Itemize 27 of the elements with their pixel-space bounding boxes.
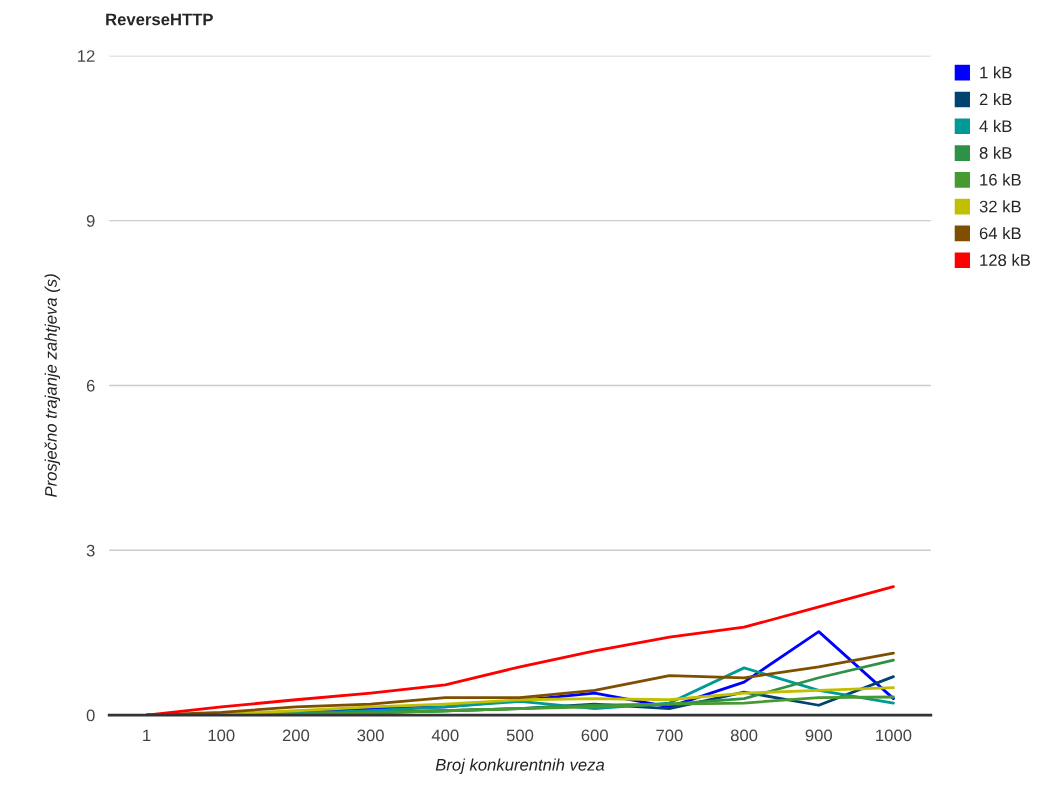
- legend-label: 2 kB: [979, 93, 1012, 106]
- legend-label: 16 kB: [980, 173, 1021, 186]
- x-tick-label: 100: [208, 729, 235, 742]
- x-tick-label: 400: [431, 729, 459, 742]
- x-tick-label: 1000: [876, 729, 912, 742]
- x-tick-label: 900: [805, 729, 833, 742]
- legend-label: 4 kB: [979, 119, 1012, 132]
- x-tick-label: 700: [656, 729, 683, 742]
- x-tick-label: 200: [282, 729, 310, 742]
- x-axis-title: Broj konkurentnih veza: [435, 758, 605, 774]
- x-tick-label: 600: [581, 729, 608, 742]
- x-tick-label: 1: [143, 729, 151, 742]
- y-tick-label: 6: [86, 379, 95, 392]
- y-axis-title: Prosječno trajanje zahtjeva (s): [44, 274, 61, 497]
- y-tick-label: 12: [78, 50, 95, 62]
- legend-label: 8 kB: [979, 146, 1012, 159]
- x-tick-label: 500: [506, 729, 534, 742]
- legend-label: 32 kB: [979, 200, 1021, 213]
- y-tick-label: 3: [86, 544, 95, 557]
- legend-label: 128 kB: [980, 253, 1031, 267]
- x-tick-label: 800: [730, 729, 758, 742]
- legend-label: 64 kB: [979, 226, 1021, 240]
- y-tick-label: 9: [86, 214, 95, 227]
- x-tick-label: 300: [357, 729, 384, 742]
- legend-label: 1 kB: [980, 66, 1012, 79]
- chart-title: ReverseHTTP: [106, 13, 213, 26]
- y-tick-label: 0: [86, 709, 95, 722]
